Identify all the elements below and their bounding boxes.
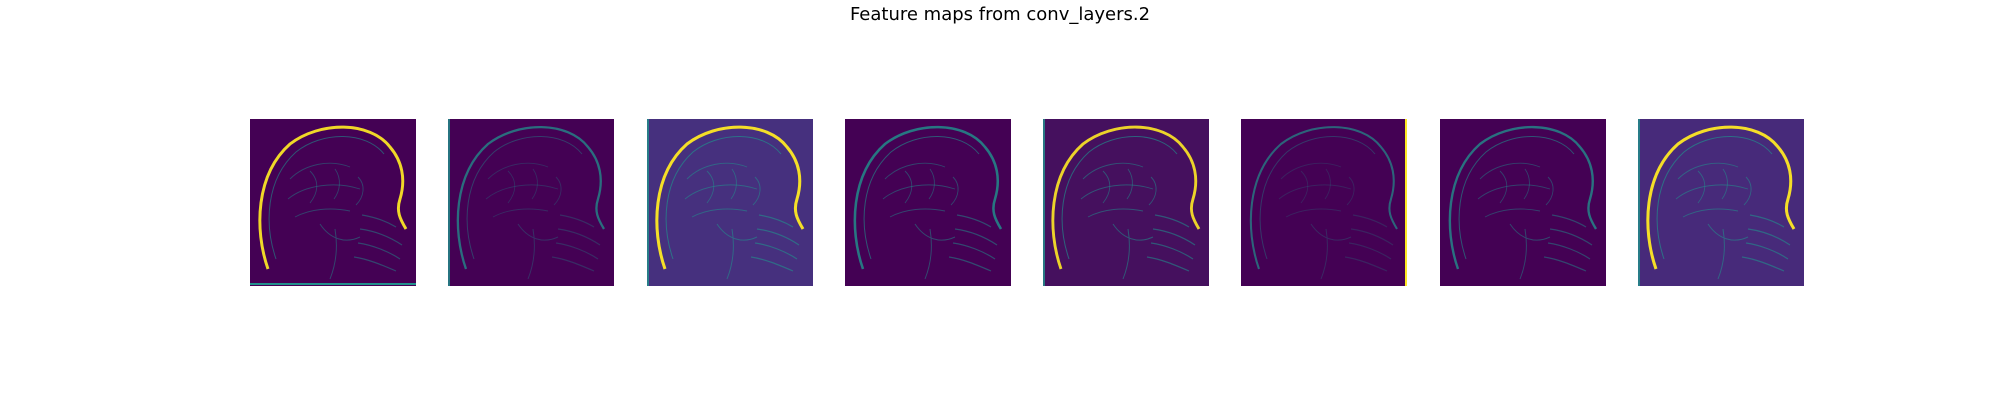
feature-map-panel-4	[845, 119, 1011, 286]
feature-map-image	[845, 119, 1011, 286]
feature-map-image	[1043, 119, 1209, 286]
feature-maps-row	[0, 119, 2000, 286]
figure-title: Feature maps from conv_layers.2	[0, 4, 2000, 26]
feature-map-panel-5	[1043, 119, 1209, 286]
feature-map-image	[250, 119, 416, 286]
feature-map-panel-8	[1638, 119, 1804, 286]
feature-map-image	[1638, 119, 1804, 286]
feature-map-panel-2	[448, 119, 614, 286]
feature-map-image	[448, 119, 614, 286]
feature-map-panel-1	[250, 119, 416, 286]
feature-map-panel-3	[647, 119, 813, 286]
feature-map-panel-6	[1241, 119, 1407, 286]
feature-map-image	[1241, 119, 1407, 286]
feature-map-image	[647, 119, 813, 286]
feature-map-panel-7	[1440, 119, 1606, 286]
feature-map-image	[1440, 119, 1606, 286]
